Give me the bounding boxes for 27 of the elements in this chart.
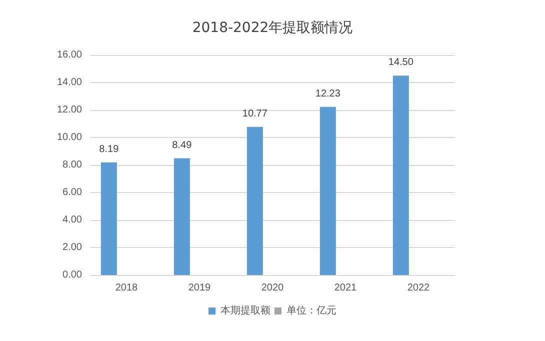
y-tick-label: 4.00: [62, 214, 82, 226]
x-tick-label: 2019: [188, 282, 212, 294]
data-label: 12.23: [315, 88, 341, 100]
x-tick-label: 2020: [261, 282, 284, 294]
legend-label: 单位：亿元: [286, 304, 336, 316]
data-label: 14.50: [388, 57, 414, 68]
y-tick-label: 10.00: [56, 132, 82, 143]
y-tick-label: 6.00: [62, 187, 82, 198]
bar: [100, 162, 117, 275]
data-label: 10.77: [242, 108, 268, 120]
data-label: 8.49: [172, 140, 192, 151]
legend-label: 本期提取额: [220, 304, 270, 316]
x-tick-label: 2022: [407, 282, 430, 294]
x-tick-label: 2018: [115, 282, 138, 294]
bar: [392, 76, 409, 275]
bar: [320, 106, 336, 275]
x-tick-label: 2021: [334, 282, 358, 294]
y-tick-label: 0.00: [62, 270, 82, 280]
bar: [246, 126, 263, 275]
y-tick-label: 12.00: [56, 104, 82, 116]
data-label: 8.19: [99, 144, 120, 155]
chart-title: 2018-2022年提取额情况: [192, 20, 353, 36]
y-tick-label: 2.00: [62, 242, 82, 253]
y-tick-label: 14.00: [56, 77, 82, 88]
y-tick-label: 8.00: [62, 160, 82, 170]
bar: [174, 158, 190, 275]
y-tick-label: 16.00: [56, 50, 82, 60]
